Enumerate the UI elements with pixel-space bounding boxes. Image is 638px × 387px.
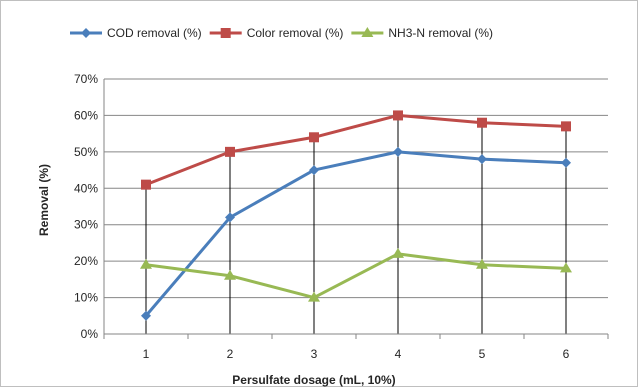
data-point — [392, 248, 404, 258]
legend-entry-2: Color removal (%) — [210, 26, 344, 40]
data-point — [561, 158, 571, 168]
y-tick-label: 70% — [74, 72, 98, 86]
x-tick-label: 4 — [395, 347, 402, 361]
series-line — [146, 152, 566, 316]
y-axis-ticks: 0% 10% 20% 30% 40% 50% 60% 70% — [74, 72, 98, 341]
legend-label: Color removal (%) — [247, 26, 344, 40]
x-tick-label: 6 — [563, 347, 570, 361]
y-tick-label: 50% — [74, 145, 98, 159]
x-axis-title: Persulfate dosage (mL, 10%) — [232, 373, 395, 387]
data-point — [477, 154, 487, 164]
data-point — [140, 259, 152, 269]
x-tick-label: 5 — [479, 347, 486, 361]
x-tick-label: 3 — [311, 347, 318, 361]
data-point — [141, 180, 151, 190]
y-tick-label: 60% — [74, 108, 98, 122]
data-point — [225, 147, 235, 157]
x-axis-ticks: 1 2 3 4 5 6 — [104, 334, 608, 361]
data-point — [309, 132, 319, 142]
legend: COD removal (%) Color removal (%) NH3-N re… — [70, 26, 493, 40]
y-tick-label: 20% — [74, 254, 98, 268]
legend-marker — [81, 28, 91, 38]
legend-label: NH3-N removal (%) — [388, 26, 493, 40]
y-tick-label: 40% — [74, 181, 98, 195]
axes — [104, 79, 608, 334]
data-point — [393, 147, 403, 157]
data-point — [561, 121, 571, 131]
series-3 — [140, 248, 572, 302]
data-point — [393, 110, 403, 120]
series-line — [146, 115, 566, 184]
series-line — [146, 254, 566, 298]
legend-label: COD removal (%) — [107, 26, 202, 40]
x-tick-label: 1 — [143, 347, 150, 361]
series-1 — [141, 147, 571, 321]
grid-lines — [104, 79, 608, 298]
legend-entry-1: COD removal (%) — [70, 26, 202, 40]
data-point — [477, 118, 487, 128]
y-tick-label: 10% — [74, 291, 98, 305]
legend-marker — [221, 28, 231, 38]
legend-entry-3: NH3-N removal (%) — [351, 26, 493, 40]
series-2 — [141, 110, 571, 189]
y-axis-title: Removal (%) — [37, 164, 51, 236]
y-tick-label: 0% — [81, 327, 99, 341]
y-tick-label: 30% — [74, 218, 98, 232]
x-tick-label: 2 — [227, 347, 234, 361]
series-layer — [140, 110, 572, 320]
